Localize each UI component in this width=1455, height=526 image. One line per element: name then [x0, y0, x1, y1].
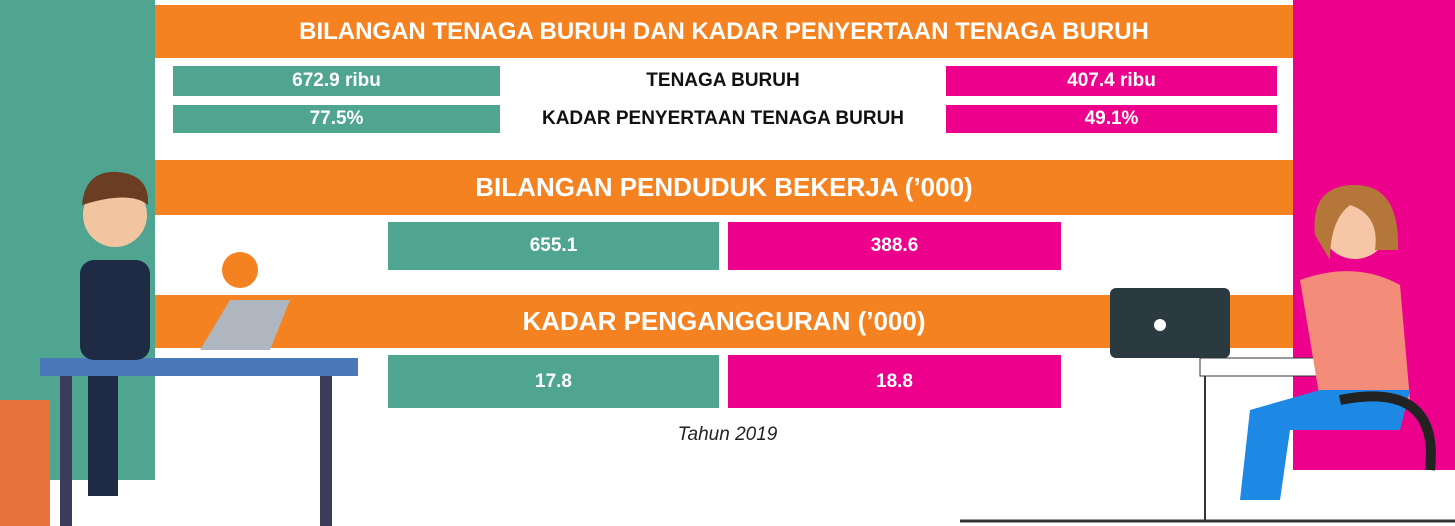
desk-leg — [320, 376, 332, 526]
desk-leg — [60, 376, 72, 526]
leg — [88, 376, 118, 496]
cabinet — [0, 400, 50, 526]
laptop — [200, 300, 290, 350]
laptop — [1110, 288, 1230, 358]
body — [80, 260, 150, 360]
desk — [1200, 358, 1330, 376]
desk — [40, 358, 358, 376]
lamp — [222, 252, 258, 288]
legs — [1240, 390, 1410, 500]
illustrations — [0, 0, 1455, 526]
infographic: BILANGAN TENAGA BURUH DAN KADAR PENYERTA… — [0, 0, 1455, 526]
body — [1300, 271, 1410, 400]
laptop-logo — [1154, 319, 1166, 331]
